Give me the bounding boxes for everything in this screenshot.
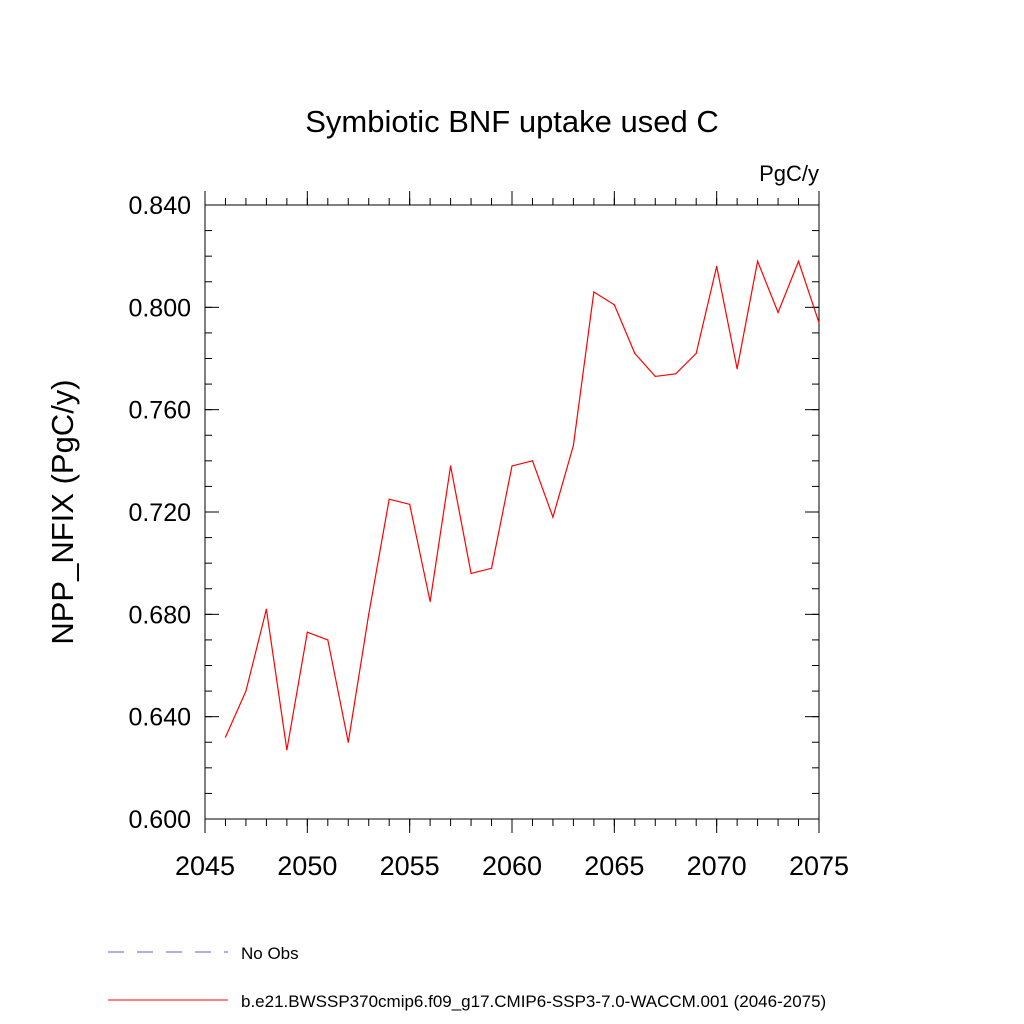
y-tick-label: 0.680 [128,601,191,629]
series-layer [224,259,820,751]
y-tick-label: 0.600 [128,806,191,834]
data-point [736,368,738,370]
data-point [224,736,227,738]
x-tick-label: 2060 [482,851,542,881]
x-tick-label: 2045 [175,851,235,881]
data-point [654,375,656,378]
x-tick-label: 2075 [789,851,849,881]
y-axis-label: NPP_NFIX (PgC/y) [45,379,80,644]
data-point [429,600,431,603]
data-point [757,260,759,262]
units-label: PgC/y [759,161,819,186]
data-point [245,690,247,692]
data-point [695,352,697,354]
data-point [797,260,800,262]
y-tick-label: 0.640 [128,704,191,732]
y-tick-label: 0.720 [128,499,191,527]
legend-label: b.e21.BWSSP370cmip6.f09_g17.CMIP6-SSP3-7… [241,992,826,1011]
data-point [531,460,534,462]
x-tick-label: 2050 [277,851,337,881]
data-point [368,613,370,615]
data-point [552,516,554,518]
x-axis-ticks: 2045 2050 2055 2060 2065 2070 2075 [175,191,849,881]
x-tick-label: 2055 [380,851,440,881]
data-point [347,741,349,743]
data-point [818,322,820,324]
data-point [593,291,595,293]
x-tick-label: 2065 [584,851,644,881]
data-point [490,567,493,569]
data-point [450,465,452,467]
y-axis-ticks: 0.600 0.640 0.680 0.720 0.760 0.800 0.840 [128,192,819,834]
data-point [716,265,718,267]
plot-frame [204,204,820,820]
chart-title: Symbiotic BNF uptake used C [305,104,719,139]
y-tick-label: 0.760 [128,397,191,425]
x-tick-label: 2070 [687,851,747,881]
data-point [388,498,390,500]
data-point [470,572,472,575]
data-point [572,444,575,447]
legend: No Obs b.e21.BWSSP370cmip6.f09_g17.CMIP6-… [108,944,826,1011]
y-tick-label: 0.840 [128,192,191,220]
data-point [327,639,329,641]
data-point [409,503,411,505]
y-tick-label: 0.800 [128,294,191,322]
data-point [265,608,267,610]
series-line [224,259,820,751]
data-point [777,311,779,314]
data-point [634,352,636,354]
data-point [675,373,677,375]
legend-label: No Obs [241,944,299,963]
data-point [306,631,308,633]
data-point [511,465,513,467]
data-point [286,749,288,751]
data-point [613,304,615,306]
